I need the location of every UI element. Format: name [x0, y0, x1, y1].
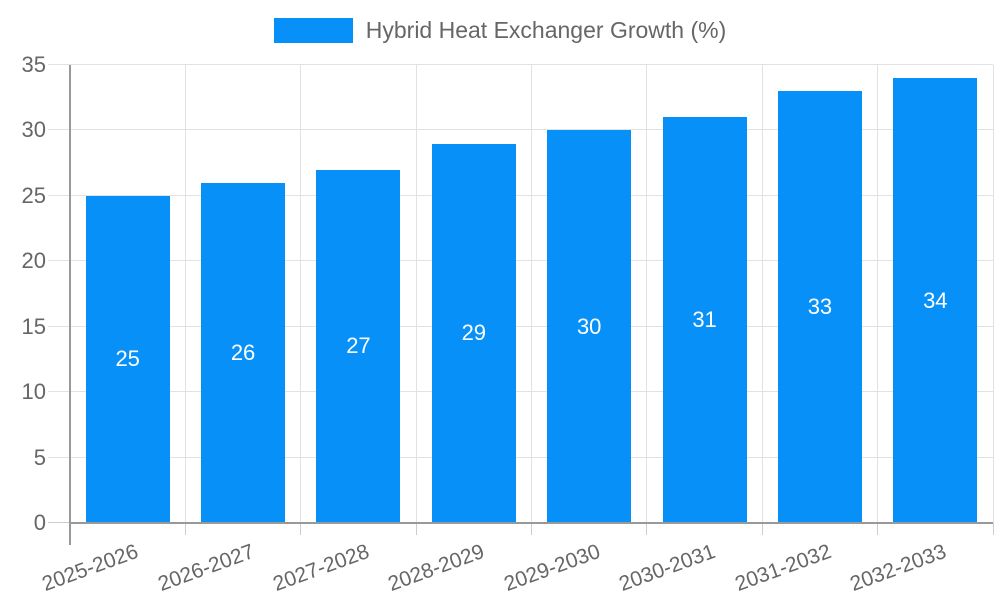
x-tick-label: 2032-2033: [846, 540, 950, 596]
bar[interactable]: [893, 78, 978, 523]
gridline-horizontal: [48, 194, 993, 196]
legend-item[interactable]: Hybrid Heat Exchanger Growth (%): [273, 17, 727, 44]
bar[interactable]: [547, 130, 632, 523]
x-tick-label: 2031-2032: [731, 540, 834, 596]
gridline-horizontal: [48, 260, 993, 262]
x-axis-tick: [877, 523, 879, 535]
gridline-vertical: [992, 65, 994, 523]
bar[interactable]: [662, 117, 747, 523]
y-tick-label: 5: [33, 444, 46, 470]
gridline-vertical: [184, 65, 186, 523]
x-axis-tick: [300, 523, 302, 535]
y-tick-label: 10: [21, 379, 46, 405]
bar-value-label: 26: [230, 339, 256, 365]
bar-value-label: 27: [346, 333, 371, 359]
gridline-horizontal: [48, 391, 993, 393]
gridline-vertical: [761, 65, 763, 523]
y-tick-label: 35: [21, 52, 46, 77]
gridline-horizontal: [48, 64, 993, 65]
gridline-vertical: [415, 65, 417, 523]
x-axis-tick: [531, 523, 532, 535]
x-tick-label: 2025-2026: [39, 540, 142, 596]
gridline-horizontal: [48, 129, 993, 131]
bar[interactable]: [316, 169, 401, 523]
x-tick-label: 2030-2031: [616, 540, 719, 596]
x-tick-label: 2028-2029: [385, 540, 488, 596]
chart-legend: Hybrid Heat Exchanger Growth (%): [0, 17, 1000, 44]
x-axis-tick: [184, 523, 186, 535]
x-axis-tick: [646, 523, 648, 535]
y-axis-line: [69, 65, 71, 545]
bar[interactable]: [777, 91, 862, 523]
x-tick-label: 2026-2027: [154, 540, 257, 596]
legend-swatch-icon: [273, 18, 353, 43]
gridline-horizontal: [48, 325, 993, 327]
y-tick-label: 0: [33, 510, 46, 535]
x-tick-label: 2027-2028: [270, 540, 373, 596]
bar-value-label: 30: [576, 313, 602, 339]
bar-value-label: 29: [461, 320, 487, 346]
bar-value-label: 34: [923, 287, 948, 313]
gridline-horizontal: [48, 456, 993, 458]
y-tick-label: 15: [21, 313, 46, 339]
bar[interactable]: [85, 195, 170, 523]
bar-value-label: 33: [807, 294, 833, 320]
x-axis-tick: [992, 523, 994, 535]
legend-label: Hybrid Heat Exchanger Growth (%): [365, 17, 727, 43]
bar[interactable]: [201, 182, 286, 523]
x-axis-tick: [415, 523, 417, 535]
gridline-vertical: [300, 65, 302, 523]
y-axis-tick: [48, 522, 70, 523]
gridline-vertical: [877, 65, 879, 523]
gridline-vertical: [646, 65, 648, 523]
bar-value-label: 25: [115, 346, 140, 372]
bar-value-label: 31: [692, 307, 717, 333]
bar[interactable]: [431, 143, 516, 523]
x-axis-tick: [761, 523, 763, 535]
gridline-vertical: [531, 65, 532, 523]
y-tick-label: 20: [21, 248, 46, 274]
y-tick-label: 25: [21, 182, 46, 208]
x-tick-label: 2029-2030: [500, 540, 604, 596]
x-axis-line: [70, 522, 993, 524]
y-tick-label: 30: [21, 117, 46, 143]
